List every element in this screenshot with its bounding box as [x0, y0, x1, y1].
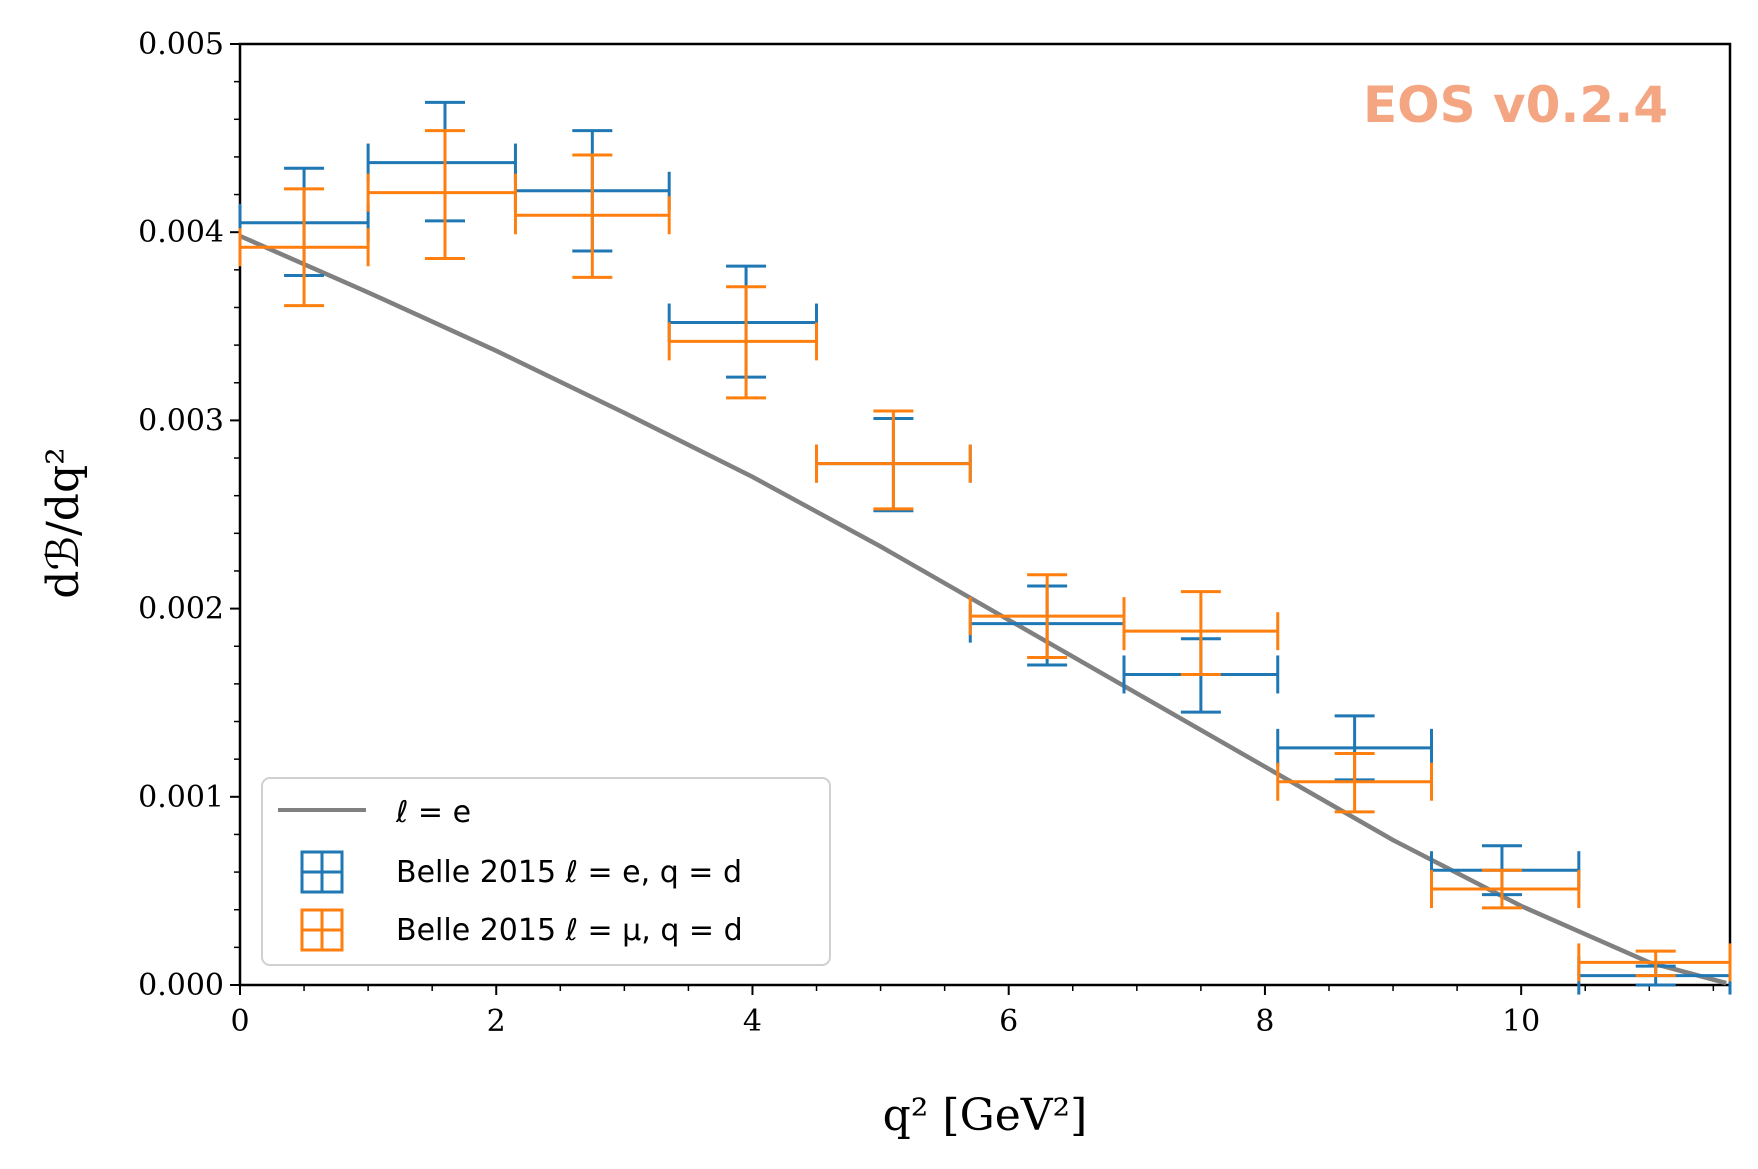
legend-series-mu-swatch [300, 908, 344, 952]
legend-series-e-swatch [300, 850, 344, 894]
x-tick-label: 10 [1502, 1004, 1540, 1039]
data-point [366, 129, 517, 261]
theory-curve [239, 233, 1727, 986]
y-tick-label: 0.001 [138, 780, 224, 815]
y-tick-label: 0.005 [138, 27, 224, 62]
x-tick-label: 8 [1255, 1004, 1274, 1039]
x-tick-label: 0 [230, 1004, 249, 1039]
data-point [1276, 752, 1433, 814]
data-point [1429, 868, 1581, 910]
data-point [815, 409, 972, 511]
x-tick-label: 4 [743, 1004, 762, 1039]
y-tick-label: 0.000 [138, 968, 224, 1003]
data-point [1122, 590, 1280, 676]
data-point [1577, 943, 1732, 982]
x-axis-label: q² [GeV²] [883, 1090, 1088, 1141]
data-point [238, 187, 370, 308]
data-point [667, 285, 819, 400]
y-tick-label: 0.003 [138, 403, 224, 438]
data-point [667, 264, 819, 379]
y-tick-label: 0.004 [138, 215, 224, 250]
plot-frame [238, 42, 1732, 987]
legend-series-e-label: Belle 2015 ℓ = e, q = d [396, 855, 742, 890]
y-tick-label: 0.002 [138, 592, 224, 627]
x-tick-label: 6 [999, 1004, 1018, 1039]
legend-box [261, 777, 831, 966]
legend-theory-label: ℓ = e [395, 795, 471, 830]
watermark: EOS v0.2.4 [1363, 76, 1668, 134]
legend-series-mu-label: Belle 2015 ℓ = μ, q = d [396, 913, 743, 948]
legend: ℓ = e Belle 2015 ℓ = e, q = d Belle 2015… [261, 777, 831, 966]
data-point [366, 100, 517, 223]
x-tick-label: 2 [487, 1004, 506, 1039]
data-point [513, 153, 671, 279]
data-point [968, 573, 1126, 660]
y-axis-label: dℬ/dq² [38, 447, 89, 599]
plot-layer: 0 2 4 6 8 10 0.000 0.001 0.002 0.003 0.004 0.005 [138, 27, 1732, 1039]
